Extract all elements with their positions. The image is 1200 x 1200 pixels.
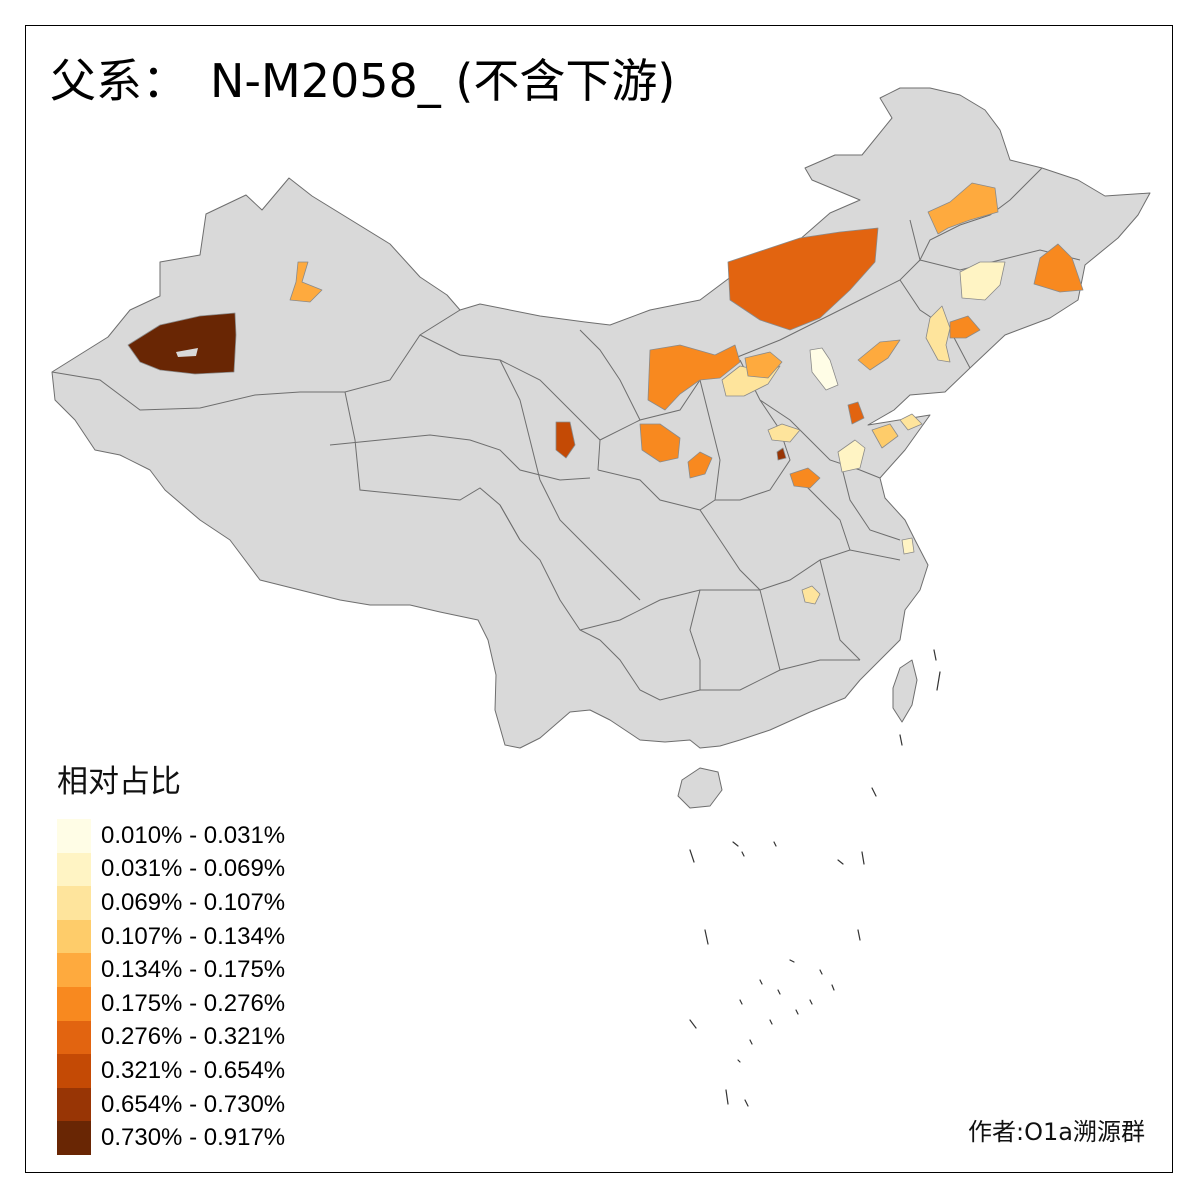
region-shanxi-northeast	[744, 351, 783, 379]
hainan-island	[677, 767, 723, 809]
region-jiangsu	[901, 537, 915, 555]
legend-swatch	[57, 1054, 91, 1088]
legend-label: 0.730% - 0.917%	[101, 1124, 286, 1152]
legend-swatch	[57, 819, 91, 853]
highlighted-regions	[127, 182, 1084, 605]
map-frame	[25, 25, 1173, 1173]
legend-item: 0.321% - 0.654%	[57, 1054, 285, 1088]
legend-swatch	[57, 953, 91, 987]
legend-item: 0.730% - 0.917%	[57, 1121, 285, 1155]
legend-item: 0.069% - 0.107%	[57, 886, 285, 920]
legend-label: 0.276% - 0.321%	[101, 1023, 286, 1051]
region-tianjin-area	[847, 401, 865, 425]
legend-item: 0.175% - 0.276%	[57, 986, 286, 1021]
region-jilin	[959, 261, 1006, 301]
region-xinjiang-north	[289, 261, 323, 303]
region-xinjiang-southwest	[127, 312, 237, 375]
title-prefix: 父系：	[50, 54, 188, 108]
region-shandong-west	[837, 439, 866, 473]
map-title: 父系： N-M2058_ (不含下游)	[50, 58, 675, 104]
legend-item: 0.134% - 0.175%	[57, 953, 285, 987]
province-borders	[51, 167, 1081, 701]
region-ningxia	[555, 421, 576, 459]
region-inner-mongolia-central	[727, 227, 879, 331]
legend-item: 0.276% - 0.321%	[57, 1020, 286, 1055]
legend-item: 0.107% - 0.134%	[57, 919, 286, 954]
region-heilongjiang-east	[1033, 243, 1084, 293]
legend-swatch	[57, 1087, 91, 1122]
region-liaoning-a	[925, 305, 951, 363]
region-inner-mongolia-south	[647, 344, 741, 411]
region-hubei	[801, 585, 821, 605]
region-beijing-area	[809, 347, 839, 391]
legend-swatch	[57, 986, 91, 1021]
region-shandong-central	[871, 423, 899, 449]
taiwan-island	[892, 659, 918, 723]
legend-item: 0.031% - 0.069%	[57, 852, 286, 887]
legend-label: 0.107% - 0.134%	[101, 922, 286, 950]
region-henan-east	[789, 467, 821, 489]
legend-title: 相对占比	[57, 764, 181, 800]
legend-label: 0.069% - 0.107%	[101, 888, 286, 916]
region-shandong-peninsula	[899, 413, 923, 431]
region-henan-dot	[776, 447, 787, 461]
legend: 相对占比 0.010% - 0.031% 0.031% - 0.069% 0.069…	[57, 756, 285, 1155]
region-shaanxi-north	[639, 423, 681, 463]
legend-label: 0.010% - 0.031%	[101, 821, 286, 849]
region-shaanxi-central	[687, 451, 713, 479]
legend-swatch	[57, 886, 91, 920]
legend-label: 0.654% - 0.730%	[101, 1090, 286, 1118]
legend-item: 0.010% - 0.031%	[57, 819, 285, 853]
legend-label: 0.031% - 0.069%	[101, 855, 286, 883]
legend-label: 0.134% - 0.175%	[101, 956, 286, 984]
region-hebei-south	[767, 423, 801, 443]
legend-swatch	[57, 1020, 91, 1055]
region-heilongjiang-west	[927, 182, 999, 235]
legend-item: 0.654% - 0.730%	[57, 1087, 286, 1122]
region-liaoning-b	[949, 315, 981, 339]
legend-label: 0.175% - 0.276%	[101, 989, 286, 1017]
title-main: N-M2058_ (不含下游)	[210, 54, 676, 108]
author-credit: 作者:O1a溯源群	[968, 1118, 1145, 1146]
region-hebei-northeast	[857, 339, 901, 371]
legend-swatch	[57, 1121, 91, 1155]
south-china-sea-islands	[689, 649, 941, 1107]
legend-swatch	[57, 919, 91, 954]
legend-swatch	[57, 852, 91, 887]
legend-items: 0.010% - 0.031% 0.031% - 0.069% 0.069% - 0…	[57, 819, 285, 1155]
legend-label: 0.321% - 0.654%	[101, 1056, 286, 1084]
